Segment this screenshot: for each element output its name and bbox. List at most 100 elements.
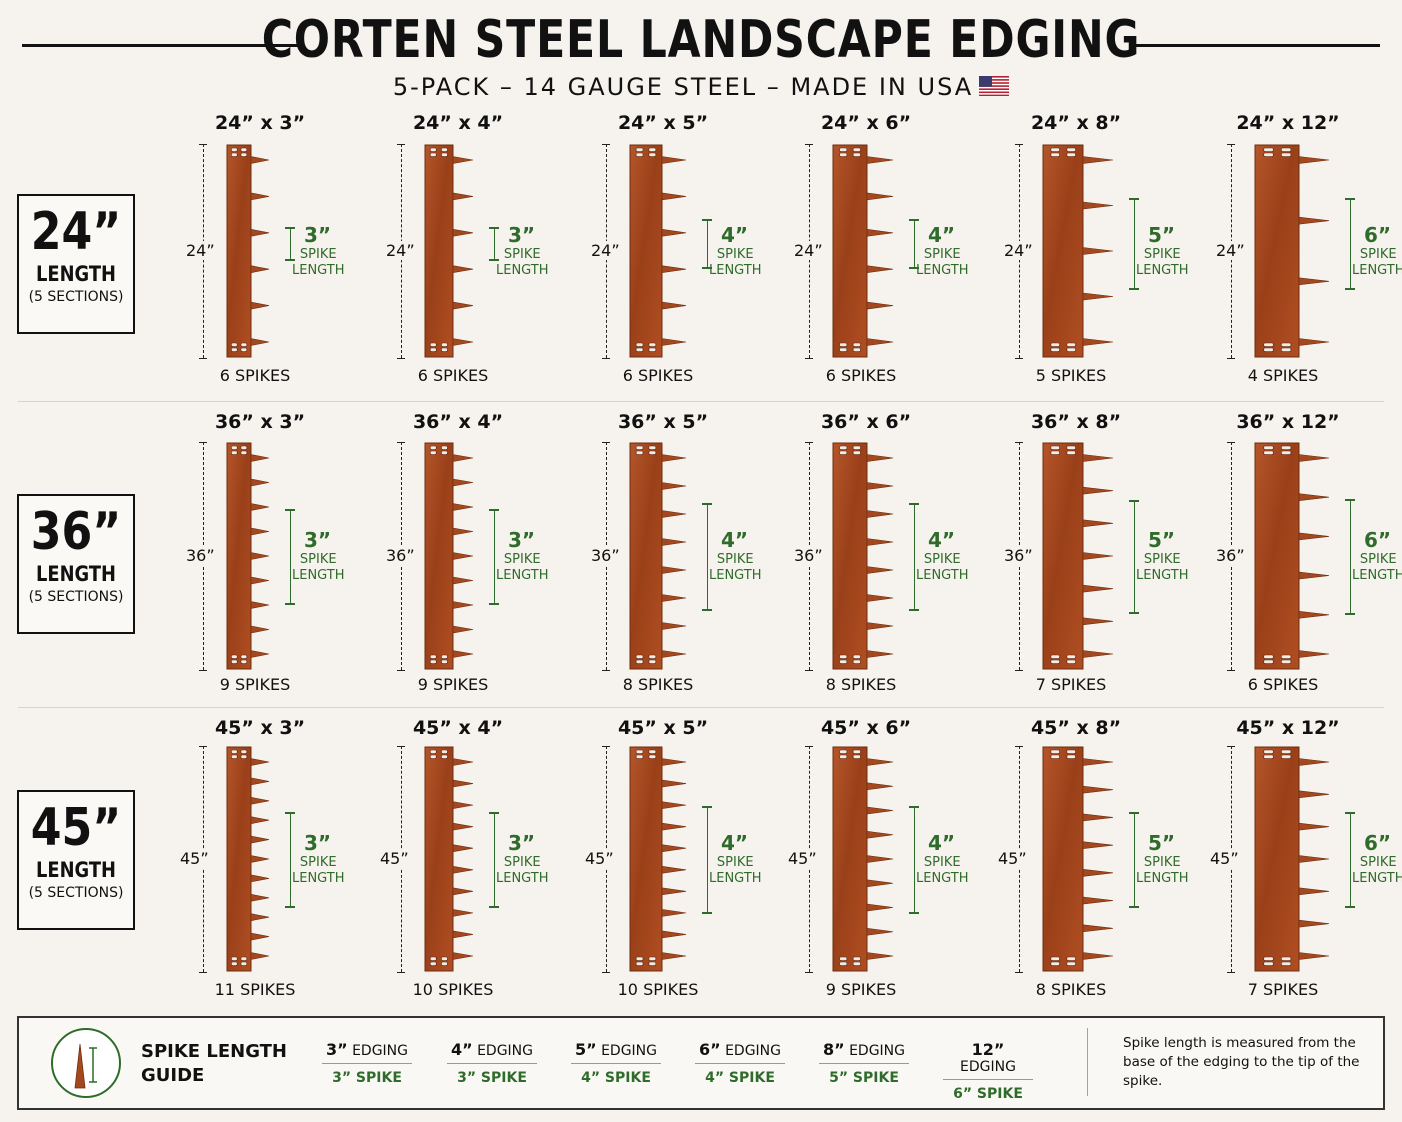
spike-caption-line1: SPIKE <box>716 247 754 262</box>
mounting-slot <box>441 445 448 450</box>
edging-svg <box>832 746 894 972</box>
spike <box>1082 841 1114 849</box>
mounting-slot <box>648 147 657 152</box>
spike-caption-line2: LENGTH <box>292 871 345 886</box>
row-divider <box>18 707 1384 708</box>
edging-section <box>629 746 689 976</box>
spike <box>661 156 687 164</box>
spike-length-bracket <box>707 503 708 609</box>
spike-length-cap <box>489 259 499 261</box>
dimension-cap <box>1227 358 1235 359</box>
edging-size-label: 36” x 3” <box>214 411 306 433</box>
guide-item: 5” EDGING 4” SPIKE <box>571 1040 661 1086</box>
spike-length-cap <box>909 609 919 611</box>
spike-length-cap <box>1129 906 1139 908</box>
edging-size-label: 36” x 6” <box>820 411 912 433</box>
length-dimension-text: 36” <box>794 546 823 565</box>
dimension-cap <box>805 972 813 973</box>
mounting-slot <box>240 147 248 152</box>
dimension-cap <box>1227 972 1235 973</box>
dimension-cap <box>1015 972 1023 973</box>
mounting-slot <box>839 347 848 352</box>
spike <box>1298 571 1330 580</box>
spike <box>250 913 270 922</box>
spike-length-cap <box>285 227 295 229</box>
spike <box>250 796 270 805</box>
spike <box>1298 156 1330 164</box>
spike <box>250 932 270 941</box>
mounting-slot <box>1280 659 1292 664</box>
mounting-slot <box>240 654 248 659</box>
mounting-slot <box>635 654 644 659</box>
mounting-slot <box>839 659 848 664</box>
spike-length-cap <box>702 503 712 505</box>
edging-plate <box>1254 442 1300 670</box>
spike-length-value: 5” <box>1148 528 1176 552</box>
dimension-cap <box>397 144 405 145</box>
dimension-cap <box>805 670 813 671</box>
mounting-slot <box>1263 749 1274 754</box>
mounting-slot <box>441 654 448 659</box>
spike <box>1082 869 1114 877</box>
mounting-slot <box>429 654 437 659</box>
edging-size-label: 24” x 3” <box>214 112 306 134</box>
spike-caption-line2: LENGTH <box>496 263 549 278</box>
spike-length-cap <box>285 906 295 908</box>
mounting-slot <box>429 147 437 152</box>
spike <box>1082 813 1114 822</box>
mounting-slot <box>1280 956 1292 961</box>
edging-size-label: 36” x 4” <box>412 411 504 433</box>
mounting-slot <box>240 152 248 157</box>
spike-count: 9 SPIKES <box>825 980 897 999</box>
spike <box>1082 292 1114 301</box>
mounting-slot <box>1263 445 1274 450</box>
page-title: CORTEN STEEL LANDSCAPE EDGING <box>261 10 1141 70</box>
spike-caption-line1: SPIKE <box>1143 247 1181 262</box>
spike-caption-line2: LENGTH <box>709 263 762 278</box>
spike-length-value: 4” <box>928 223 956 247</box>
mounting-slot <box>852 956 861 961</box>
dimension-cap <box>602 144 610 145</box>
spike-caption-line1: SPIKE <box>1359 855 1397 870</box>
dimension-cap <box>602 746 610 747</box>
spike-length-cap <box>1129 812 1139 814</box>
spike <box>661 594 687 602</box>
spike <box>661 482 687 490</box>
spike <box>250 265 270 274</box>
mounting-slot <box>839 654 848 659</box>
spike <box>452 228 474 237</box>
edging-size-label: 24” x 8” <box>1030 112 1122 134</box>
guide-edging-word: EDGING <box>352 1043 409 1059</box>
edging-section <box>629 442 689 674</box>
dimension-cap <box>397 442 405 443</box>
edging-plate <box>1254 144 1300 358</box>
edging-section <box>832 442 896 674</box>
spike <box>866 830 894 839</box>
mounting-slot <box>852 659 861 664</box>
spike <box>1298 216 1330 225</box>
spike-length-caption: SPIKE LENGTH <box>916 552 969 584</box>
edging-section <box>832 144 896 362</box>
spike-count: 9 SPIKES <box>219 675 291 694</box>
mounting-slot <box>441 956 448 961</box>
spike <box>1082 584 1114 593</box>
spike <box>452 801 474 809</box>
mounting-slot <box>635 659 644 664</box>
spike-length-guide: SPIKE LENGTH GUIDE 3” EDGING 3” SPIKE 4” E… <box>17 1016 1385 1110</box>
edging-plate <box>424 746 454 972</box>
guide-spike-label: 4” SPIKE <box>705 1070 775 1086</box>
spike-caption-line1: SPIKE <box>923 552 961 567</box>
spike <box>452 503 474 511</box>
edging-section <box>226 442 272 674</box>
edging-section <box>1042 746 1116 976</box>
mounting-slot <box>852 450 861 455</box>
spike-caption-line1: SPIKE <box>503 247 541 262</box>
spike <box>1082 617 1114 626</box>
mounting-slot <box>1263 956 1274 961</box>
mounting-slot <box>240 956 248 961</box>
row-sections-label: (5 SECTIONS) <box>28 885 124 901</box>
guide-title: SPIKE LENGTH GUIDE <box>141 1040 287 1088</box>
spike <box>866 622 894 630</box>
guide-spike-label: 3” SPIKE <box>332 1070 402 1086</box>
mounting-slot <box>648 749 657 754</box>
